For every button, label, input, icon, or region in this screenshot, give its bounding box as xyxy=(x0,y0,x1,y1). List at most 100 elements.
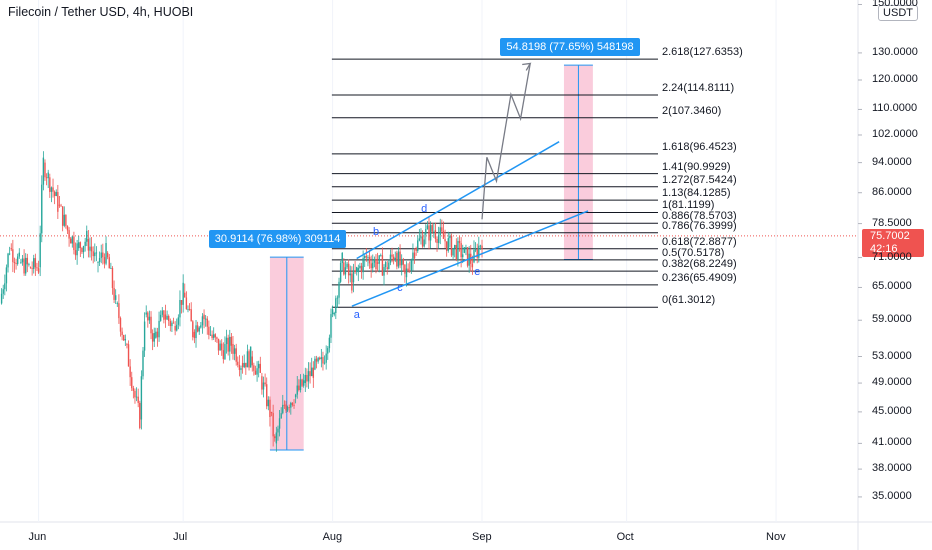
candle-body xyxy=(177,317,180,325)
candle-body xyxy=(240,368,242,370)
candle-body xyxy=(212,334,215,338)
y-tick-label: 65.0000 xyxy=(872,280,912,293)
candle-body xyxy=(452,247,454,256)
candle-body xyxy=(206,318,208,327)
candle-body xyxy=(479,245,482,247)
candle-body xyxy=(66,225,69,231)
candle-body xyxy=(346,263,348,268)
candle-body xyxy=(150,316,152,334)
candle-body xyxy=(10,248,12,250)
candle-body xyxy=(368,257,371,264)
candle-body xyxy=(155,331,157,338)
candle-body xyxy=(381,255,384,276)
candle-body xyxy=(357,268,360,273)
candle-body xyxy=(349,273,351,276)
candle-body xyxy=(400,259,403,266)
candle-body xyxy=(433,231,435,233)
candle-body xyxy=(20,262,22,264)
candle-body xyxy=(158,320,160,338)
candle-body xyxy=(60,205,62,207)
chart-title: Filecoin / Tether USD, 4h, HUOBI xyxy=(8,5,194,19)
wave-label: a xyxy=(353,308,360,321)
candle-body xyxy=(161,310,163,315)
candle-body xyxy=(169,320,172,327)
candle-body xyxy=(5,267,8,284)
y-tick-label: 53.0000 xyxy=(872,349,912,362)
candle-body xyxy=(132,388,135,391)
candle-body xyxy=(415,248,417,251)
candle-body xyxy=(352,270,355,283)
candle-body xyxy=(269,399,271,418)
candle-body xyxy=(108,257,110,269)
candle-body xyxy=(343,262,345,275)
candle-body xyxy=(129,366,131,378)
triangle-trendline xyxy=(356,141,560,260)
y-tick-label: 94.0000 xyxy=(872,155,912,168)
fib-level-label: 2.24(114.8111) xyxy=(662,81,735,94)
fib-level-label: 2.618(127.6353) xyxy=(662,46,743,59)
current-price: 75.7002 xyxy=(870,230,910,242)
wave-label: b xyxy=(372,226,380,239)
candle-body xyxy=(283,404,286,406)
candle-body xyxy=(127,344,130,367)
candle-body xyxy=(434,230,437,239)
candle-body xyxy=(105,243,107,264)
candle-body xyxy=(58,204,61,206)
candle-body xyxy=(437,234,440,243)
candle-body xyxy=(65,214,67,226)
candle-body xyxy=(351,273,353,291)
candle-body xyxy=(457,240,459,260)
y-tick-label: 120.0000 xyxy=(872,72,918,85)
candle-body xyxy=(465,247,467,249)
candle-body xyxy=(407,268,409,271)
candle-body xyxy=(290,402,292,408)
y-tick-label: 41.0000 xyxy=(872,436,912,449)
candle-body xyxy=(87,239,90,251)
candle-body xyxy=(216,337,218,339)
candle-body xyxy=(232,343,234,354)
candle-body xyxy=(325,353,327,363)
candle-body xyxy=(49,177,51,192)
candle-body xyxy=(135,396,138,398)
candle-body xyxy=(423,239,425,247)
candle-body xyxy=(397,251,400,267)
currency-badge[interactable]: USDT xyxy=(878,5,918,21)
candle-body xyxy=(248,351,250,368)
candle-body xyxy=(2,289,4,294)
candle-body xyxy=(188,309,191,310)
candle-body xyxy=(447,238,449,251)
candle-body xyxy=(192,321,194,338)
candle-body xyxy=(245,362,247,368)
candle-body xyxy=(118,303,120,319)
candle-body xyxy=(331,309,334,315)
candle-body xyxy=(445,241,448,251)
candle-body xyxy=(180,299,183,305)
candle-body xyxy=(200,325,202,328)
candle-body xyxy=(224,344,226,360)
candle-body xyxy=(394,257,396,261)
candle-body xyxy=(214,334,217,338)
candle-body xyxy=(420,236,422,239)
candle-body xyxy=(182,282,184,305)
candle-body xyxy=(184,292,186,298)
candle-body xyxy=(44,162,46,178)
candle-body xyxy=(299,379,302,391)
candle-body xyxy=(52,187,54,192)
candle-body xyxy=(306,374,308,382)
candle-body xyxy=(172,322,175,324)
candle-body xyxy=(121,331,123,336)
candle-body xyxy=(455,244,458,260)
candle-body xyxy=(323,362,326,364)
candle-body xyxy=(298,385,300,391)
x-tick-label: Oct xyxy=(616,531,634,543)
candle-body xyxy=(28,264,30,265)
candle-body xyxy=(86,230,88,242)
candle-body xyxy=(98,258,101,262)
y-tick-label: 130.0000 xyxy=(872,45,918,58)
measure-label: 30.9114 (76.98%) 309114 xyxy=(208,230,347,249)
candle-body xyxy=(4,283,6,290)
projection-arrowhead xyxy=(522,62,532,71)
candle-body xyxy=(360,265,363,273)
candle-body xyxy=(92,251,94,257)
